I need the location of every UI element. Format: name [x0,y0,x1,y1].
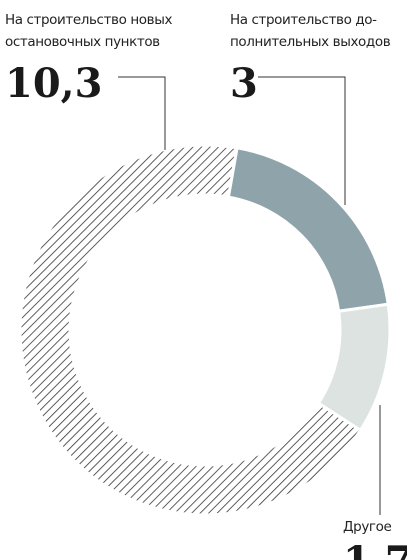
category-label: На строительство новых [5,12,172,28]
leader-line [118,76,166,150]
category-label: На строительство до- [230,12,377,28]
category-label: полнительных выходов [230,34,391,50]
donut-segment [18,143,363,517]
value-label: 10,3 [5,60,102,107]
donut-segment [226,146,390,313]
leader-line [258,76,346,205]
value-label: 1,7 [343,538,407,560]
value-label: 3 [230,60,258,107]
donut-segment [316,302,392,433]
category-label: остановочных пунктов [5,34,160,50]
category-label: Другое [343,519,391,535]
